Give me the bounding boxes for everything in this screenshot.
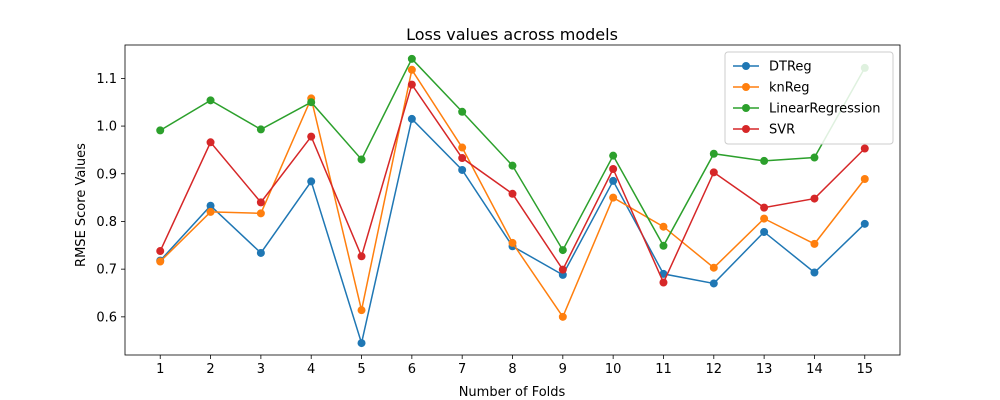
data-point <box>659 278 668 287</box>
data-point <box>860 144 869 153</box>
data-point <box>458 143 467 152</box>
data-point <box>709 263 718 272</box>
data-point <box>407 65 416 74</box>
y-tick-label: 0.6 <box>96 310 117 325</box>
series-line-0 <box>159 117 866 346</box>
data-point <box>760 214 769 223</box>
data-point <box>256 209 265 218</box>
data-point <box>659 222 668 231</box>
x-tick-label: 8 <box>508 362 516 377</box>
data-point <box>609 151 618 160</box>
x-axis-label: Number of Folds <box>459 385 566 400</box>
data-point <box>256 198 265 207</box>
data-point <box>609 176 618 185</box>
x-tick-label: 15 <box>856 362 873 377</box>
data-point <box>558 312 567 321</box>
data-point <box>458 107 467 116</box>
legend-marker <box>742 125 750 133</box>
plot-area <box>156 54 869 348</box>
x-tick-label: 11 <box>655 362 672 377</box>
legend-marker <box>742 83 750 91</box>
legend-marker <box>742 104 750 112</box>
x-tick-label: 5 <box>357 362 365 377</box>
data-point <box>206 207 215 216</box>
data-point <box>206 201 215 210</box>
legend-label: knReg <box>769 81 809 96</box>
legend: DTReg knReg LinearRegression SVR <box>724 51 894 145</box>
y-tick-label: 0.7 <box>96 263 117 278</box>
data-point <box>156 247 165 256</box>
data-point <box>357 252 366 261</box>
data-point <box>156 126 165 135</box>
data-point <box>307 98 316 107</box>
data-point <box>810 194 819 203</box>
data-point <box>609 193 618 202</box>
data-point <box>508 238 517 247</box>
data-point <box>810 239 819 248</box>
data-point <box>357 339 366 348</box>
data-point <box>810 268 819 277</box>
data-point <box>860 219 869 228</box>
data-point <box>458 154 467 163</box>
data-point <box>156 257 165 266</box>
data-point <box>256 125 265 134</box>
data-point <box>357 155 366 164</box>
x-tick-label: 6 <box>408 362 416 377</box>
data-point <box>357 306 366 315</box>
y-axis-label: RMSE Score Values <box>74 143 89 267</box>
axes: 1 2 3 4 5 6 7 8 9 10 11 12 13 14 150.60.70.80.91.01.1 <box>96 44 901 377</box>
data-point <box>558 246 567 255</box>
x-tick-label: 9 <box>559 362 567 377</box>
data-point <box>760 227 769 236</box>
data-point <box>206 138 215 147</box>
x-tick-label: 4 <box>307 362 315 377</box>
data-point <box>407 114 416 123</box>
x-tick-label: 10 <box>605 362 622 377</box>
y-tick-label: 0.9 <box>96 167 117 182</box>
x-tick-label: 7 <box>458 362 466 377</box>
data-point <box>206 96 215 105</box>
data-point <box>709 168 718 177</box>
chart-title: Loss values across models <box>406 25 618 44</box>
y-tick-label: 1.1 <box>96 72 117 87</box>
x-tick-label: 12 <box>706 362 723 377</box>
data-point <box>508 161 517 170</box>
data-point <box>407 80 416 89</box>
data-point <box>407 54 416 63</box>
data-point <box>609 165 618 173</box>
data-point <box>760 203 769 212</box>
data-point <box>709 149 718 158</box>
data-point <box>709 279 718 288</box>
x-tick-label: 2 <box>206 362 214 377</box>
data-point <box>659 269 668 278</box>
data-point <box>860 175 869 184</box>
legend-marker <box>742 62 750 70</box>
legend-box <box>724 51 894 145</box>
x-tick-label: 3 <box>257 362 265 377</box>
data-point <box>659 241 668 250</box>
data-point <box>256 248 265 257</box>
data-point <box>558 265 567 274</box>
data-point <box>810 153 819 162</box>
x-tick-label: 1 <box>156 362 164 377</box>
y-tick-label: 1.0 <box>96 120 117 135</box>
legend-label: SVR <box>769 123 795 138</box>
y-tick-label: 0.8 <box>96 215 117 230</box>
data-point <box>508 189 517 198</box>
x-tick-label: 14 <box>806 362 823 377</box>
x-tick-label: 13 <box>756 362 773 377</box>
legend-label: LinearRegression <box>769 102 881 117</box>
data-point <box>458 165 467 174</box>
legend-label: DTReg <box>769 60 812 75</box>
data-point <box>307 177 316 186</box>
data-point <box>760 156 769 165</box>
data-point <box>307 132 316 141</box>
